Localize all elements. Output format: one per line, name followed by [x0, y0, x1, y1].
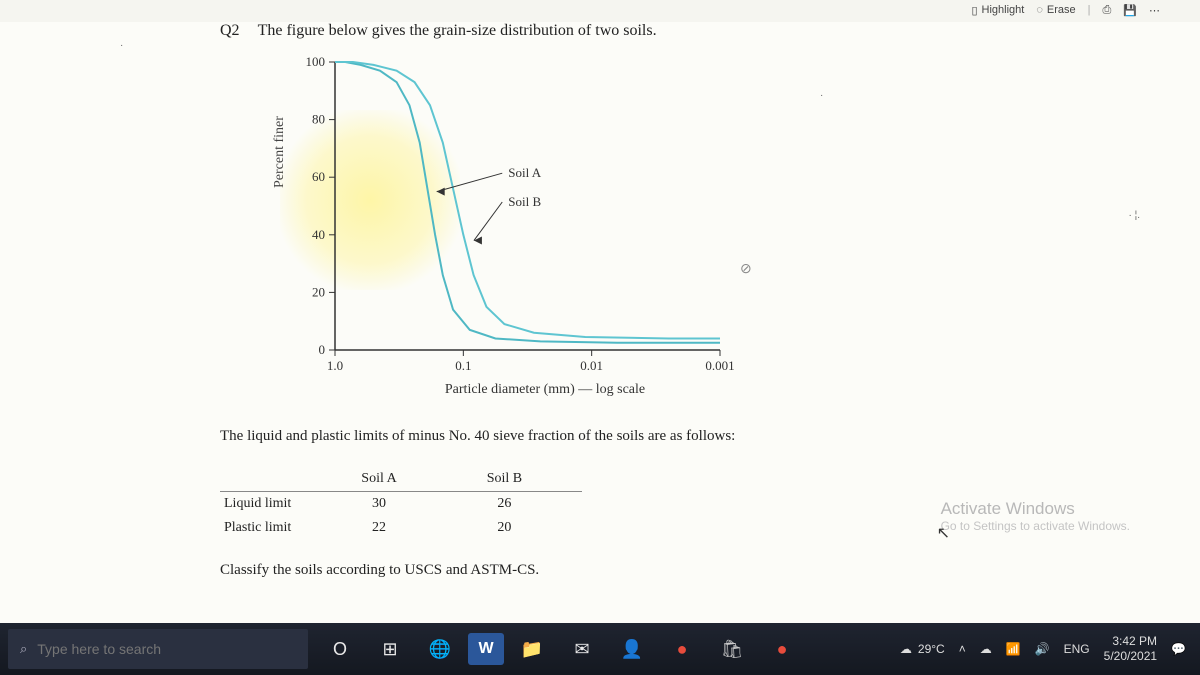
question-header: Q2 The figure below gives the grain-size…	[220, 22, 1200, 40]
question-number: Q2	[220, 22, 240, 40]
table-header: Soil B	[457, 467, 582, 492]
highlight-label: Highlight	[982, 4, 1025, 16]
print-icon[interactable]: ⎙	[1102, 4, 1111, 17]
erase-tool[interactable]: ◌ Erase	[1036, 4, 1075, 16]
highlight-icon: ▯	[971, 4, 977, 17]
cortana-icon[interactable]: O	[318, 629, 362, 669]
table-cell: Plastic limit	[220, 516, 331, 540]
windows-activation-watermark: Activate Windows Go to Settings to activ…	[941, 499, 1130, 533]
table-header	[220, 467, 331, 492]
erase-icon: ◌	[1036, 4, 1043, 16]
app-red2-icon[interactable]: ●	[760, 629, 804, 669]
speck: ·	[820, 90, 823, 101]
onedrive-icon[interactable]: ☁	[980, 642, 992, 656]
x-axis-label: Particle diameter (mm) — log scale	[310, 382, 780, 398]
question-text: The figure below gives the grain-size di…	[258, 22, 657, 40]
search-icon: ⌕	[20, 641, 27, 657]
table-cell: 30	[331, 492, 456, 517]
speck: ·	[120, 40, 123, 51]
svg-text:0.001: 0.001	[705, 358, 734, 373]
taskview-icon[interactable]: ⊞	[368, 629, 412, 669]
document-viewport: ▯ Highlight ◌ Erase | ⎙ 💾 ⋯ Q2 The figur…	[0, 0, 1200, 623]
table-cell: 26	[457, 492, 582, 517]
divider-icon: |	[1088, 4, 1091, 16]
speck: ⊘	[740, 260, 752, 277]
taskbar-search[interactable]: ⌕	[8, 629, 308, 669]
limits-intro-text: The liquid and plastic limits of minus N…	[220, 428, 1200, 445]
weather-icon: ☁	[900, 642, 912, 656]
svg-text:Soil A: Soil A	[508, 165, 541, 180]
svg-text:Soil B: Soil B	[508, 194, 541, 209]
erase-label: Erase	[1047, 4, 1076, 16]
table-cell: Liquid limit	[220, 492, 331, 517]
svg-text:0.1: 0.1	[455, 358, 471, 373]
language-indicator[interactable]: ENG	[1064, 642, 1090, 656]
search-input[interactable]	[37, 641, 296, 657]
people-icon[interactable]: 👤	[610, 629, 654, 669]
grain-size-chart: Percent finer 0204060801001.00.10.010.00…	[280, 50, 780, 410]
taskbar-clock[interactable]: 3:42 PM 5/20/2021	[1104, 634, 1157, 664]
system-tray: ☁ 29°C ˄ ☁ 📶 🔊 ENG 3:42 PM 5/20/2021 💬	[900, 634, 1200, 664]
windows-taskbar: ⌕ O ⊞ 🌐 W 📁 ✉ 👤 ● 🛍 ● ☁ 29°C ˄ ☁ 📶 🔊 ENG	[0, 623, 1200, 675]
clock-date: 5/20/2021	[1104, 649, 1157, 664]
table-header: Soil A	[331, 467, 456, 492]
mail-icon[interactable]: ✉	[560, 629, 604, 669]
cursor-icon: ↖	[937, 523, 950, 543]
tray-chevron-icon[interactable]: ˄	[959, 642, 966, 656]
edge-icon[interactable]: 🌐	[418, 629, 462, 669]
weather-temp: 29°C	[918, 642, 945, 656]
wifi-icon[interactable]: 📶	[1006, 642, 1021, 656]
more-icon[interactable]: ⋯	[1149, 4, 1160, 17]
classify-instruction: Classify the soils according to USCS and…	[220, 562, 1200, 579]
volume-icon[interactable]: 🔊	[1035, 642, 1050, 656]
app-red-icon[interactable]: ●	[660, 629, 704, 669]
table-cell: 22	[331, 516, 456, 540]
highlight-tool[interactable]: ▯ Highlight	[971, 4, 1024, 17]
svg-text:80: 80	[312, 112, 325, 127]
explorer-icon[interactable]: 📁	[510, 629, 554, 669]
table-row: Plastic limit2220	[220, 516, 582, 540]
weather-widget[interactable]: ☁ 29°C	[900, 642, 945, 656]
speck: · ¦.	[1129, 210, 1140, 221]
svg-text:60: 60	[312, 169, 325, 184]
limits-table: Soil ASoil B Liquid limit3026Plastic lim…	[220, 467, 582, 540]
annotation-toolbar: ▯ Highlight ◌ Erase | ⎙ 💾 ⋯	[971, 0, 1200, 20]
table-cell: 20	[457, 516, 582, 540]
save-icon[interactable]: 💾	[1123, 4, 1137, 17]
watermark-title: Activate Windows	[941, 499, 1130, 519]
svg-text:20: 20	[312, 284, 325, 299]
svg-text:0: 0	[319, 342, 326, 357]
svg-text:40: 40	[312, 227, 325, 242]
notifications-icon[interactable]: 💬	[1171, 642, 1186, 656]
clock-time: 3:42 PM	[1104, 634, 1157, 649]
word-icon[interactable]: W	[468, 633, 504, 665]
table-row: Liquid limit3026	[220, 492, 582, 517]
watermark-sub: Go to Settings to activate Windows.	[941, 519, 1130, 533]
svg-text:100: 100	[306, 54, 326, 69]
store-icon[interactable]: 🛍	[710, 629, 754, 669]
chart-svg: 0 20 40 60 80 100 1.0 0.1 0.01 0.001 Soil A Soil B	[280, 50, 740, 380]
svg-text:1.0: 1.0	[327, 358, 343, 373]
svg-text:0.01: 0.01	[580, 358, 603, 373]
taskbar-pinned: O ⊞ 🌐 W 📁 ✉ 👤 ● 🛍 ●	[318, 629, 804, 669]
